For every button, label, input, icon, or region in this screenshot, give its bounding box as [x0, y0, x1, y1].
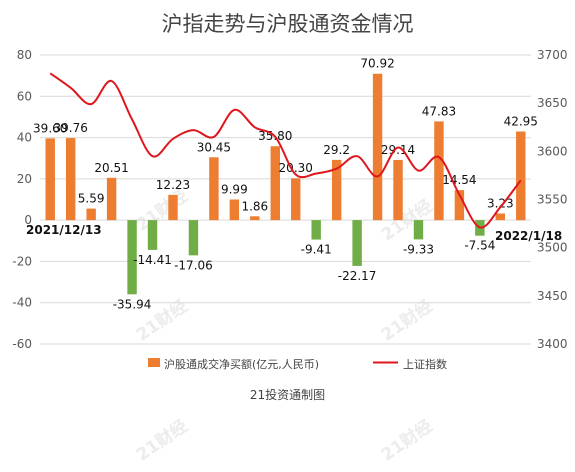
bar-data-label: 20.30: [279, 161, 313, 175]
bar-data-label: -9.41: [301, 243, 332, 257]
bar-data-label: -17.06: [174, 258, 213, 272]
bar-data-label: 12.23: [156, 178, 190, 192]
bar: [434, 121, 444, 221]
bar: [270, 146, 280, 221]
bar: [372, 73, 383, 221]
bar: [311, 220, 321, 240]
bar: [209, 157, 219, 221]
bar-data-label: 39.60: [33, 121, 67, 135]
start-date-label: 2021/12/13: [26, 223, 102, 237]
watermark: 21财经: [132, 415, 191, 465]
right-axis-tick-label: 3450: [537, 289, 568, 303]
legend-swatch-net-buy: [148, 358, 160, 367]
bar: [65, 138, 76, 221]
bar: [331, 159, 342, 221]
bar: [393, 159, 403, 221]
left-axis-tick-label: 80: [17, 48, 32, 62]
left-axis-tick-label: 60: [17, 89, 32, 103]
bar: [86, 208, 96, 221]
left-axis-tick-label: 20: [17, 172, 32, 186]
bar: [106, 177, 117, 221]
right-axis-tick-label: 3500: [537, 241, 568, 255]
bar: [250, 216, 260, 221]
bar-data-label: -9.33: [403, 242, 434, 256]
bar-data-label: 29.14: [381, 143, 415, 157]
bar: [413, 220, 424, 240]
chart-title: 沪指走势与沪股通资金情况: [161, 12, 414, 36]
watermark: 21财经: [132, 185, 191, 235]
legend-label-index: 上证指数: [403, 358, 447, 371]
bar-data-label: 39.76: [54, 121, 88, 135]
bar-data-label: -22.17: [338, 269, 377, 283]
bar-data-label: 20.51: [94, 161, 128, 175]
right-axis-tick-label: 3700: [537, 48, 568, 62]
bar: [147, 220, 158, 250]
left-axis-tick-label: -40: [12, 296, 32, 310]
bar-data-label: -14.41: [133, 253, 172, 267]
bar-data-label: 14.54: [442, 173, 476, 187]
bar-data-label: 1.86: [241, 199, 268, 213]
end-date-label: 2022/1/18: [495, 229, 563, 243]
left-axis-tick-label: 0: [24, 213, 32, 227]
bar: [291, 178, 301, 221]
source-caption: 21投资通制图: [249, 388, 326, 402]
bar: [168, 194, 178, 221]
bar-data-label: 70.92: [360, 57, 394, 71]
bar-data-label: 5.59: [78, 192, 105, 206]
bar: [127, 220, 137, 295]
bar: [229, 199, 240, 221]
bar-data-label: 30.45: [197, 140, 231, 154]
right-axis-tick-label: 3650: [537, 96, 568, 110]
bar-data-label: -7.54: [464, 239, 495, 253]
bar-data-label: 47.83: [422, 104, 456, 118]
right-axis-tick-label: 3550: [537, 193, 568, 207]
index-line: [49, 72, 522, 229]
bar: [516, 131, 526, 221]
bar-data-label: 29.2: [323, 143, 350, 157]
left-axis-tick-label: -60: [12, 337, 32, 351]
left-axis-tick-label: -20: [12, 254, 32, 268]
bar-data-label: 42.95: [504, 114, 538, 128]
legend-label-net-buy: 沪股通成交净买额(亿元,人民币): [164, 358, 320, 371]
bar-data-label: -35.94: [113, 297, 152, 311]
right-axis-tick-label: 3600: [537, 144, 568, 158]
bar: [454, 190, 465, 221]
watermark: 21财经: [377, 415, 436, 465]
bar-data-label: 9.99: [221, 183, 248, 197]
bar: [45, 138, 55, 221]
bar: [188, 220, 199, 256]
bar: [352, 220, 362, 266]
right-axis-tick-label: 3400: [537, 337, 568, 351]
bar: [495, 213, 506, 221]
left-axis-tick-label: 40: [17, 131, 32, 145]
